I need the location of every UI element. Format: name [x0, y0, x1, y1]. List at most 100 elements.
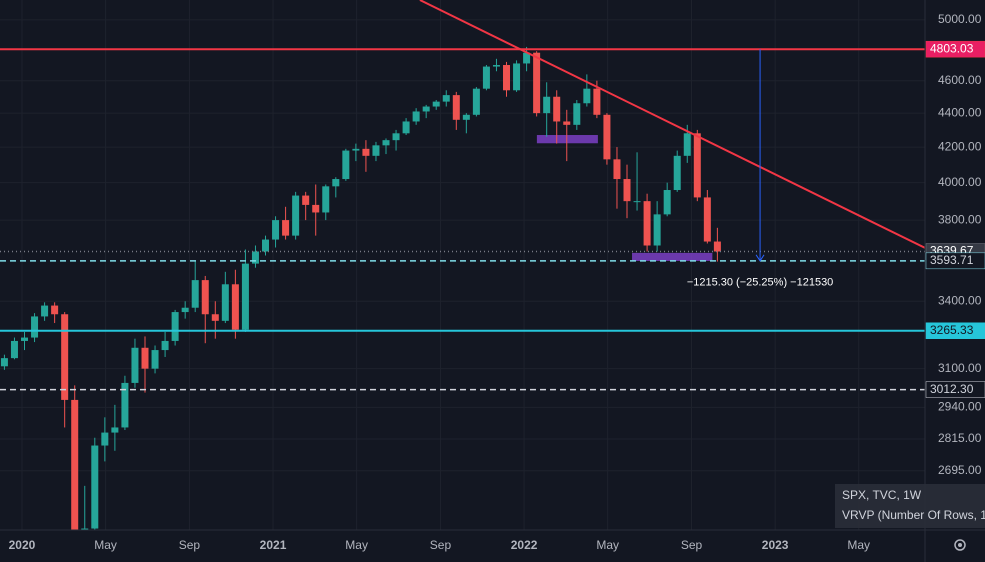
x-tick-label: 2021 [260, 538, 287, 552]
candle-body [382, 140, 390, 146]
candle-body [683, 133, 691, 156]
candle-body [472, 88, 480, 115]
y-tick-label: 3400.00 [938, 293, 982, 307]
price-label-box [925, 322, 985, 339]
candle-body [161, 340, 169, 351]
candle-body [653, 214, 661, 246]
candle-body [623, 179, 631, 202]
candle-body [663, 190, 671, 215]
y-tick-label: 3800.00 [938, 212, 982, 226]
x-tick-label: May [345, 538, 368, 552]
candle-body [282, 220, 290, 236]
candle-body [111, 427, 119, 433]
x-tick-label: May [847, 538, 870, 552]
candle-body [61, 314, 69, 400]
candle-body [171, 312, 179, 341]
settings-icon[interactable] [954, 539, 966, 551]
x-tick-label: Sep [430, 538, 452, 552]
candle-body [703, 197, 711, 242]
candle-body [101, 432, 109, 446]
candle-body [593, 88, 601, 115]
candle-body [452, 95, 460, 120]
price-label: 4803.03 [930, 41, 974, 55]
x-tick-label: May [596, 538, 619, 552]
candle-body [362, 148, 370, 156]
x-tick-label: Sep [681, 538, 703, 552]
candle-body [10, 340, 18, 359]
legend-text: VRVP (Number Of Rows, 10 [842, 508, 985, 522]
candle-body [241, 263, 249, 330]
candle-body [21, 337, 29, 341]
range-box [536, 135, 598, 144]
plot-area: −1215.30 (−25.25%) −121530 [0, 0, 925, 530]
x-tick-label: Sep [179, 538, 201, 552]
y-tick-label: 5000.00 [938, 12, 982, 26]
candle-body [372, 145, 380, 156]
candle-body [563, 121, 571, 125]
candle-body [151, 350, 159, 369]
candle-body [432, 101, 440, 107]
y-tick-label: 2940.00 [938, 399, 982, 413]
candle-body [352, 148, 360, 151]
candle-body [332, 179, 340, 187]
candle-body [693, 133, 701, 198]
candle-body [272, 220, 280, 240]
measure-label: −1215.30 (−25.25%) −121530 [687, 277, 834, 289]
price-label-box [925, 381, 985, 398]
candle-body [492, 65, 500, 67]
price-label-box [925, 40, 985, 58]
y-tick-label: 2815.00 [938, 431, 982, 445]
candle-body [513, 63, 521, 91]
candle-body [442, 95, 450, 102]
candle-body [302, 195, 310, 205]
candle-body [422, 106, 430, 112]
candle-body [251, 251, 259, 264]
candle-body [613, 159, 621, 180]
candle-body [673, 155, 681, 191]
candle-body [231, 284, 239, 330]
candle-body [312, 204, 320, 213]
candle-body [292, 195, 300, 236]
candle-body [91, 445, 99, 529]
candle-body [71, 399, 79, 530]
candle-body [0, 358, 8, 367]
candle-body [262, 239, 270, 252]
candle-body [633, 201, 641, 203]
legend-text: SPX, TVC, 1W [842, 488, 922, 502]
candle-body [181, 307, 189, 313]
candle-body [482, 66, 490, 89]
price-label: 3265.33 [930, 323, 974, 337]
measure-arrow [755, 254, 765, 262]
candle-body [342, 150, 350, 180]
y-tick-label: 4000.00 [938, 175, 982, 189]
legend-box [835, 484, 985, 528]
y-tick-label: 3100.00 [938, 361, 982, 375]
candle-body [402, 121, 410, 134]
price-label: 3012.30 [930, 382, 974, 396]
candle-body [41, 305, 49, 317]
x-tick-label: 2023 [762, 538, 789, 552]
candle-body [603, 114, 611, 160]
candle-body [462, 114, 470, 120]
candle-body [141, 347, 149, 369]
candle-body [121, 382, 129, 428]
candle-body [322, 186, 330, 213]
x-tick-label: May [94, 538, 117, 552]
y-tick-label: 4200.00 [938, 139, 982, 153]
candle-body [583, 88, 591, 104]
y-tick-label: 4400.00 [938, 105, 982, 119]
candle-body [533, 52, 541, 114]
candle-body [211, 314, 219, 321]
candle-body [221, 284, 229, 321]
price-label: 3593.71 [930, 253, 974, 267]
candle-body [643, 201, 651, 246]
price-label-box [925, 252, 985, 270]
candle-body [392, 133, 400, 141]
x-tick-label: 2020 [9, 538, 36, 552]
candle-body [31, 316, 39, 338]
candle-body [553, 96, 561, 122]
y-tick-label: 2695.00 [938, 463, 982, 477]
trend-line [419, 0, 925, 249]
candle-body [191, 280, 199, 308]
